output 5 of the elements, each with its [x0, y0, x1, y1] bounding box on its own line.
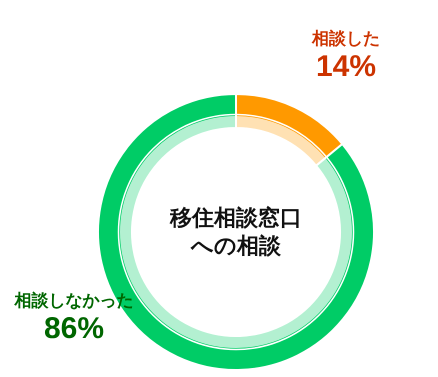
data-label: 14%	[316, 50, 376, 83]
slice-label: 相談した	[311, 29, 380, 48]
text: 移住相談窓口への相談	[169, 205, 302, 258]
slice-label: 相談しなかった	[14, 291, 134, 310]
data-label: 86%	[44, 312, 104, 345]
